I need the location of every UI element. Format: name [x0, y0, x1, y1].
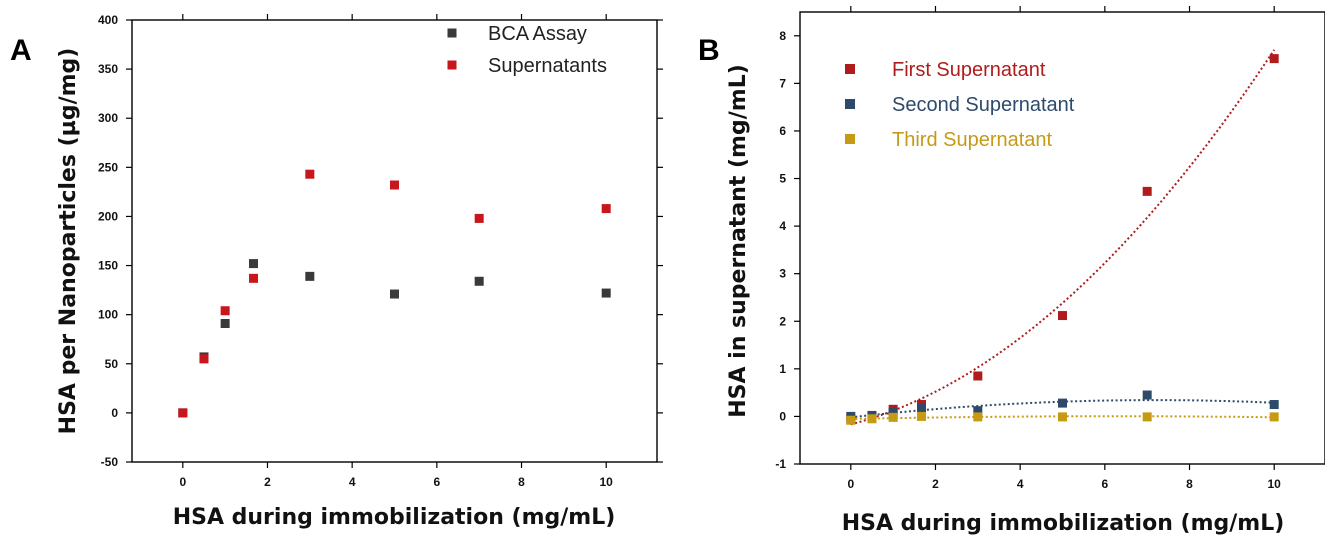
panel-a-point-bca-assay	[601, 288, 611, 298]
panel-b-point-third-supernatant	[1269, 412, 1279, 422]
panel-b-point-third-supernatant	[867, 414, 877, 424]
panel-b-x-tick-label: 0	[847, 477, 854, 491]
panel-b-x-tick-label: 6	[1101, 477, 1108, 491]
panel-a-y-tick-label: 250	[98, 160, 118, 174]
panel-a-point-bca-assay	[249, 259, 259, 269]
panel-a-point-bca-assay	[474, 276, 484, 286]
panel-b-point-second-supernatant	[973, 406, 983, 416]
panel-b-plot-frame	[799, 11, 1325, 465]
panel-b-y-axis-title: HSA in supernatant (mg/mL)	[726, 64, 751, 418]
panel-b-point-third-supernatant	[846, 415, 856, 425]
panel-a-point-supernatants	[390, 180, 399, 190]
panel-a-plot-frame	[131, 19, 658, 463]
panel-a-x-axis-title: HSA during immobilization (mg/mL)	[173, 505, 616, 530]
panel-b-fit-line-first-supernatant	[850, 49, 1276, 426]
panel-b-legend-marker-second-supernatant	[845, 99, 855, 109]
panel-a-y-tick-label: 50	[105, 357, 119, 371]
panel-a-x-tick-label: 10	[600, 475, 614, 489]
panel-b-legend-label-third-supernatant: Third Supernatant	[892, 129, 1053, 151]
panel-b-point-third-supernatant	[973, 412, 983, 422]
panel-a-x-tick-label: 0	[179, 475, 186, 489]
panel-a-label: A	[10, 34, 32, 67]
panel-a-point-supernatants	[249, 273, 259, 283]
panel-b-y-tick-label: 3	[779, 267, 786, 281]
panel-b-y-tick-label: 6	[779, 124, 786, 138]
panel-a-point-supernatants	[474, 213, 484, 223]
panel-b-x-axis-title: HSA during immobilization (mg/mL)	[842, 511, 1285, 536]
panel-b-point-third-supernatant	[1058, 412, 1067, 422]
panel-a-legend-marker-bca-assay	[447, 28, 457, 38]
panel-b-y-tick-label: 5	[779, 172, 786, 186]
panel-a-point-supernatants	[199, 354, 209, 364]
panel-b-y-tick-label: -1	[775, 457, 786, 471]
panel-a-y-axis-title: HSA per Nanoparticles (µg/mg)	[56, 48, 81, 435]
panel-a-y-tick-label: 400	[98, 13, 118, 27]
panel-b-legend-marker-first-supernatant	[845, 64, 855, 74]
panel-b-y-tick-label: 0	[779, 409, 786, 423]
panel-b-legend-label-second-supernatant: Second Supernatant	[892, 94, 1075, 116]
panel-a-legend-marker-supernatants	[447, 60, 457, 70]
panel-a-y-tick-label: 100	[98, 308, 118, 322]
panel-b-x-tick-label: 8	[1186, 477, 1193, 491]
panel-b-point-third-supernatant	[1142, 412, 1152, 422]
panel-a-point-supernatants	[305, 169, 315, 179]
panel-b-point-first-supernatant	[973, 371, 983, 381]
panel-a-legend-label-supernatants: Supernatants	[488, 55, 607, 77]
panel-b-y-tick-label: 4	[779, 219, 786, 233]
panel-b-x-tick-label: 10	[1268, 477, 1282, 491]
panel-a-y-tick-label: 300	[98, 111, 118, 125]
panel-b-point-second-supernatant	[1058, 398, 1067, 408]
panel-a-x-tick-label: 8	[518, 475, 525, 489]
panel-a-point-supernatants	[601, 204, 611, 214]
panel-b-y-tick-label: 8	[779, 29, 786, 43]
panel-a-point-bca-assay	[390, 289, 399, 299]
panel-b-y-tick-label: 2	[779, 314, 786, 328]
panel-b-point-first-supernatant	[1269, 54, 1279, 64]
panel-b-legend-label-first-supernatant: First Supernatant	[892, 59, 1046, 81]
panel-a-y-tick-label: 0	[111, 406, 118, 420]
panel-b-x-tick-label: 4	[1017, 477, 1024, 491]
panel-b-point-third-supernatant	[917, 411, 927, 421]
panel-b-label: B	[698, 34, 720, 67]
panel-b-point-second-supernatant	[1269, 400, 1279, 410]
panel-b-point-first-supernatant	[1058, 311, 1067, 321]
panel-b-point-first-supernatant	[1142, 186, 1152, 196]
panel-b-y-tick-label: 7	[779, 76, 786, 90]
panel-b-point-second-supernatant	[888, 408, 898, 418]
panel-a-point-bca-assay	[220, 319, 230, 329]
panel-b-point-second-supernatant	[917, 403, 927, 413]
panel-a-point-supernatants	[220, 306, 230, 316]
panel-a-y-tick-label: 150	[98, 259, 118, 273]
panel-a-x-tick-label: 2	[264, 475, 271, 489]
panel-b-y-tick-label: 1	[779, 362, 786, 376]
panel-a-x-tick-label: 6	[433, 475, 440, 489]
panel-a-y-tick-label: 200	[98, 209, 118, 223]
panel-b-point-second-supernatant	[1142, 390, 1152, 400]
panel-a-x-tick-label: 4	[349, 475, 356, 489]
panel-a-y-tick-label: -50	[101, 455, 119, 469]
panel-b-x-tick-label: 2	[932, 477, 939, 491]
panel-a-point-bca-assay	[305, 271, 315, 281]
panel-b-legend-marker-third-supernatant	[845, 134, 855, 144]
panel-a-legend-label-bca-assay: BCA Assay	[488, 23, 587, 45]
panel-a-y-tick-label: 350	[98, 62, 118, 76]
panel-a-point-supernatants	[178, 408, 188, 418]
panel-b-point-third-supernatant	[888, 412, 898, 422]
